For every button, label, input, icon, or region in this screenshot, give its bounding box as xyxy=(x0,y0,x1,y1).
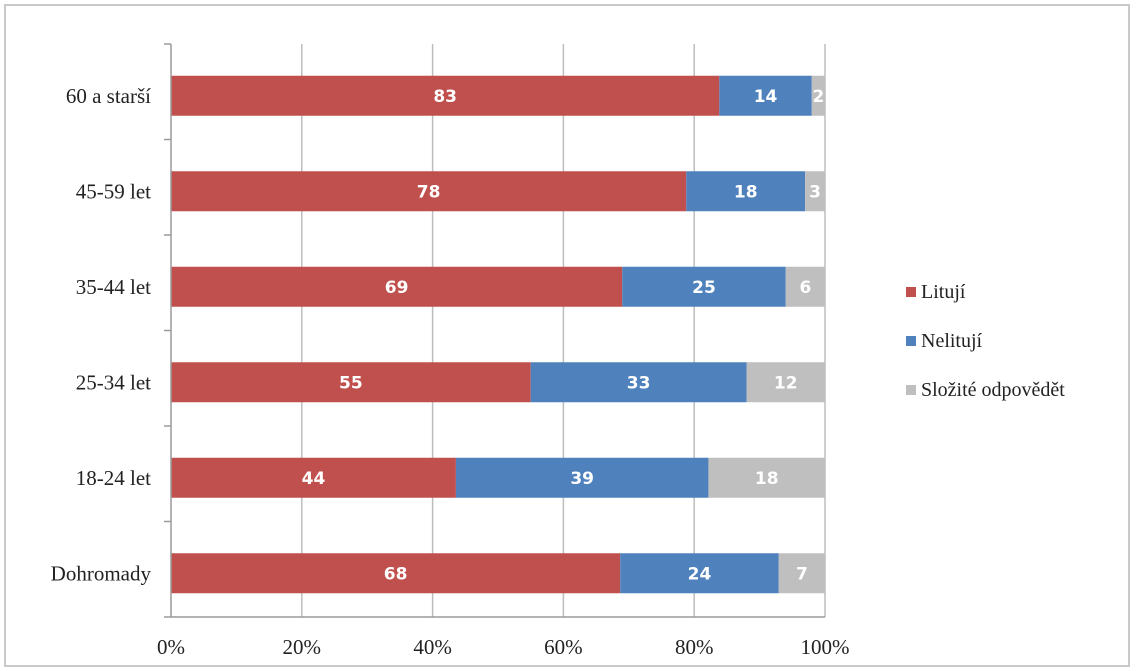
bar-segment xyxy=(778,553,825,594)
bar-segment xyxy=(171,457,456,498)
data-label: 25 xyxy=(692,278,716,298)
data-label: 3 xyxy=(809,182,821,202)
bar-segment xyxy=(785,266,825,307)
data-label: 68 xyxy=(384,564,408,584)
data-label: 6 xyxy=(799,278,811,298)
bar-segment xyxy=(171,362,531,403)
category-label: 35-44 let xyxy=(76,275,151,299)
x-tick-label: 60% xyxy=(544,635,583,659)
bar-segment xyxy=(622,266,786,307)
data-label: 83 xyxy=(433,87,457,107)
bar-segment xyxy=(171,553,621,594)
category-label: Dohromady xyxy=(51,561,152,585)
bar-segment xyxy=(708,457,825,498)
legend-label: Nelitují xyxy=(921,330,983,352)
x-tick-label: 20% xyxy=(283,635,322,659)
category-label: 25-34 let xyxy=(76,370,151,394)
data-label: 2 xyxy=(812,87,824,107)
legend: Litují Nelitují Složité odpovědět xyxy=(906,281,1065,401)
category-label: 18-24 let xyxy=(76,466,151,490)
legend-swatch xyxy=(906,385,916,395)
bar-segment xyxy=(686,171,806,212)
axes: 0% 20% 40% 60% 80% 100% Dohromady 18-24 let 25-3… xyxy=(51,43,850,659)
legend-label: Litují xyxy=(921,281,966,303)
legend-swatch xyxy=(906,287,916,297)
data-label: 24 xyxy=(688,564,712,584)
bar-segment xyxy=(719,75,812,116)
data-label: 12 xyxy=(774,373,798,393)
data-label: 78 xyxy=(417,182,441,202)
bar-segment xyxy=(455,457,709,498)
bar-segment xyxy=(171,75,720,116)
x-tick-label: 100% xyxy=(801,635,850,659)
legend-swatch xyxy=(906,336,916,346)
category-label: 45-59 let xyxy=(76,179,151,203)
bar-segment xyxy=(620,553,779,594)
bar-segment xyxy=(805,171,825,212)
data-label: 18 xyxy=(755,469,779,489)
bar-segment xyxy=(171,171,687,212)
gridlines xyxy=(301,44,826,617)
bar-segment xyxy=(746,362,825,403)
bar-segment xyxy=(171,266,623,307)
bar-segment xyxy=(530,362,747,403)
bars: 68 24 7 44 39 18 55 33 12 69 25 6 78 18 3 83 14 2 xyxy=(171,75,825,594)
data-label: 44 xyxy=(302,469,326,489)
data-label: 7 xyxy=(796,564,808,584)
data-label: 33 xyxy=(627,373,651,393)
data-label: 69 xyxy=(385,278,409,298)
data-label: 55 xyxy=(339,373,363,393)
x-tick-label: 80% xyxy=(675,635,714,659)
bar-segment xyxy=(811,75,825,116)
data-label: 18 xyxy=(734,182,758,202)
legend-label: Složité odpovědět xyxy=(921,379,1065,401)
data-label: 39 xyxy=(570,469,594,489)
category-label: 60 a starší xyxy=(66,84,151,108)
x-tick-label: 40% xyxy=(413,635,452,659)
data-label: 14 xyxy=(754,87,778,107)
x-tick-label: 0% xyxy=(157,635,185,659)
